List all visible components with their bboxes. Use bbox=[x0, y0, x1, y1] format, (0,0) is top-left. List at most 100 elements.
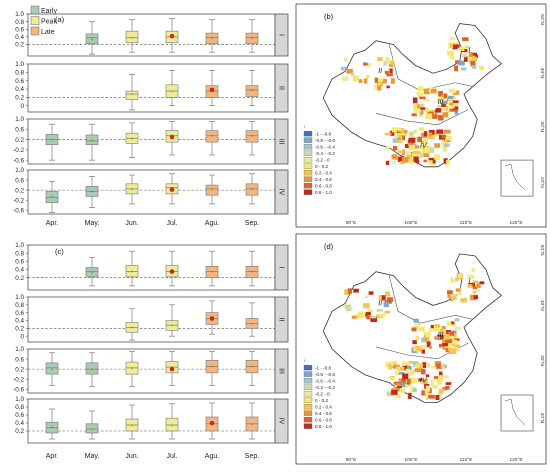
legend-label: -0.4 - -0.2 bbox=[315, 151, 335, 156]
box-body bbox=[245, 265, 259, 279]
county-cell bbox=[408, 361, 415, 364]
county-cell bbox=[411, 113, 417, 117]
box-Jun.: + bbox=[125, 174, 139, 205]
county-cell bbox=[435, 109, 442, 113]
county-cell bbox=[472, 290, 477, 294]
county-cell bbox=[451, 321, 455, 325]
latitude-label: 30°N bbox=[539, 121, 545, 132]
mean-marker: + bbox=[51, 138, 54, 144]
mean-marker: + bbox=[211, 365, 214, 371]
latitude-label: 40°N bbox=[539, 68, 545, 79]
box-Sep.: + bbox=[245, 19, 259, 53]
box-Jul.: + bbox=[165, 403, 179, 440]
county-cell bbox=[450, 37, 456, 41]
plot-frame bbox=[27, 63, 276, 113]
county-cell bbox=[429, 346, 433, 349]
mean-marker: + bbox=[171, 323, 174, 329]
box-body bbox=[85, 134, 99, 146]
county-cell bbox=[472, 280, 478, 284]
longitude-label: 110°E bbox=[460, 220, 473, 226]
box-Jul. bbox=[165, 351, 179, 386]
county-cell bbox=[413, 156, 419, 162]
county-cell bbox=[363, 78, 368, 84]
y-tick-label: 0.2 bbox=[15, 95, 24, 102]
latitude-label: 20°N bbox=[539, 177, 545, 188]
y-tick-label: 0.6 bbox=[15, 412, 24, 419]
mean-marker: + bbox=[91, 427, 94, 433]
box-body bbox=[45, 191, 59, 203]
county-cell bbox=[454, 65, 459, 72]
county-cell bbox=[399, 388, 406, 393]
county-cell bbox=[423, 131, 428, 137]
county-cell bbox=[470, 52, 478, 56]
county-cell bbox=[403, 383, 410, 387]
region-boundary bbox=[375, 109, 469, 126]
county-cell bbox=[398, 150, 404, 154]
county-cell bbox=[432, 328, 440, 332]
county-cell bbox=[415, 345, 423, 351]
county-cell bbox=[398, 128, 405, 132]
county-cell bbox=[446, 95, 454, 102]
county-cell bbox=[437, 115, 444, 121]
box-Jun.: + bbox=[125, 404, 139, 440]
box-Sep.: + bbox=[245, 250, 259, 287]
region-label: II bbox=[278, 86, 285, 90]
mean-marker: + bbox=[91, 138, 94, 144]
region-label: IV bbox=[278, 189, 285, 196]
county-cell bbox=[416, 104, 420, 109]
box-body bbox=[245, 130, 259, 143]
legend-label: 0.4 - 0.6 bbox=[315, 177, 332, 182]
region-row-III: III 1.0 0.6 0.2 -0.2 -0.6 + + + + + bbox=[13, 346, 289, 393]
county-cell bbox=[421, 390, 425, 396]
plot-frame bbox=[27, 169, 276, 215]
county-cell bbox=[474, 54, 479, 59]
county-cell bbox=[390, 78, 395, 84]
box-body bbox=[205, 265, 219, 279]
legend-swatch bbox=[303, 189, 313, 195]
county-cell bbox=[437, 104, 444, 108]
county-cell bbox=[405, 151, 412, 156]
county-cell bbox=[366, 315, 374, 320]
box-May.: + bbox=[85, 123, 99, 161]
county-cell bbox=[391, 154, 398, 160]
county-cell bbox=[446, 159, 450, 166]
box-Agu. bbox=[205, 69, 219, 107]
county-cell bbox=[385, 56, 390, 60]
county-cell bbox=[351, 315, 357, 319]
county-cell bbox=[413, 361, 419, 367]
y-tick-label: -0.6 bbox=[13, 386, 24, 393]
county-cell bbox=[452, 95, 456, 100]
county-cell bbox=[479, 65, 485, 71]
county-cell bbox=[413, 145, 420, 149]
inset-map bbox=[500, 159, 534, 197]
county-cell bbox=[442, 100, 448, 105]
legend-title: r bbox=[304, 124, 306, 129]
county-cell bbox=[402, 156, 409, 163]
county-cell bbox=[413, 129, 417, 134]
box-Apr.: + bbox=[45, 181, 59, 214]
box-body bbox=[125, 30, 139, 43]
mean-marker: + bbox=[251, 270, 254, 276]
county-cell bbox=[419, 153, 424, 158]
box-body bbox=[85, 267, 99, 278]
county-cell bbox=[437, 97, 441, 103]
y-tick-label: 0.6 bbox=[15, 78, 24, 85]
legend-swatch bbox=[303, 163, 313, 169]
county-cell bbox=[403, 129, 408, 134]
y-tick-label: 0.2 bbox=[15, 42, 24, 49]
region-label: IV bbox=[278, 418, 285, 425]
y-tick-label: 1.0 bbox=[15, 116, 24, 123]
longitude-label: 120°E bbox=[509, 220, 522, 226]
county-cell bbox=[442, 112, 448, 118]
mean-marker: + bbox=[51, 194, 54, 200]
map-region-label: III bbox=[438, 332, 444, 339]
x-tick-label: Agu. bbox=[205, 220, 219, 227]
mean-marker: + bbox=[211, 134, 214, 140]
mean-marker: + bbox=[251, 134, 254, 140]
x-tick-label: Apr. bbox=[46, 220, 59, 227]
county-cell bbox=[428, 160, 433, 165]
legend-label: -0.6 - -0.4 bbox=[315, 378, 335, 383]
y-tick-label: 0.6 bbox=[15, 177, 24, 184]
county-cell bbox=[450, 294, 457, 298]
